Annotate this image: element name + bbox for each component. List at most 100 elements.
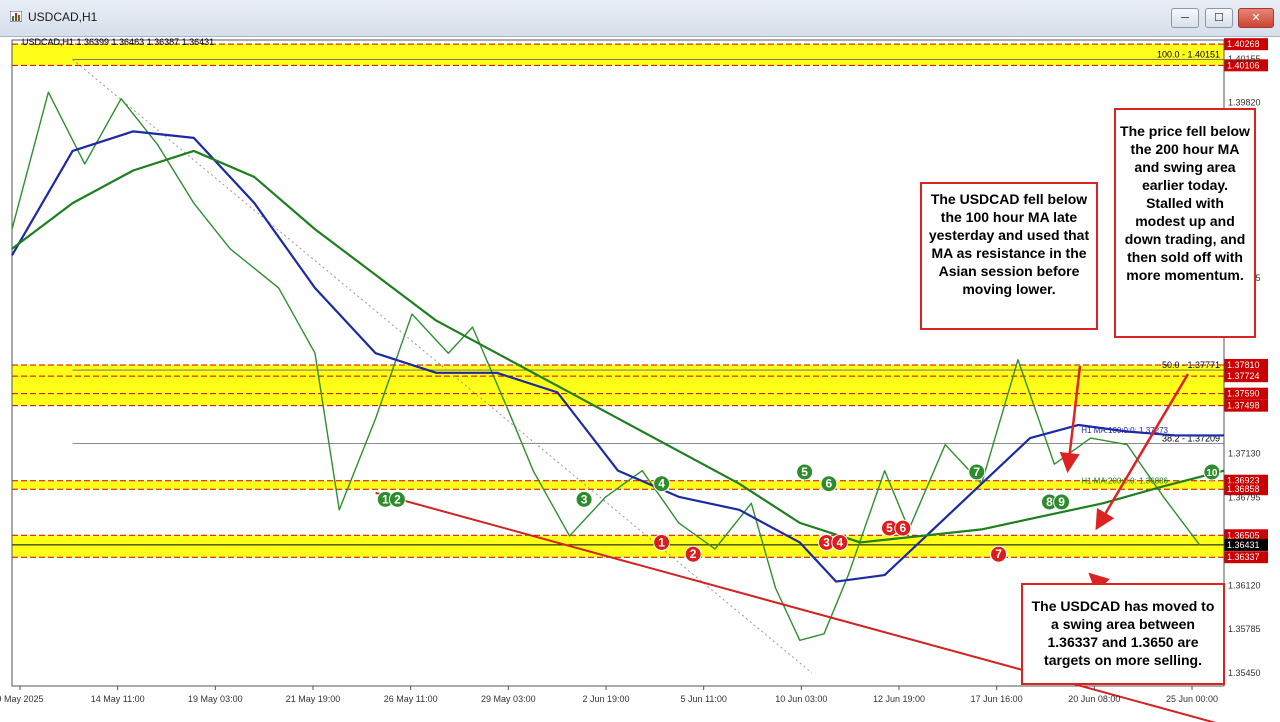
y-tick-label-4: 1.36795 [1228, 492, 1261, 502]
annotation-swing-area: The USDCAD has moved to a swing area bet… [1021, 583, 1225, 685]
swing-zone-2 [12, 364, 1224, 406]
green-marker-label-4: 5 [801, 465, 808, 479]
level-tag-bg-4 [1224, 387, 1268, 400]
x-tick-label-1: 14 May 11:00 [91, 694, 145, 704]
x-tick-label-0: 9 May 2025 [0, 694, 44, 704]
green-marker-circle-4 [796, 463, 814, 481]
x-tick-label-9: 12 Jun 19:00 [873, 694, 925, 704]
chart-grid [11, 39, 1225, 687]
green-marker-label-6: 7 [973, 465, 980, 479]
green-marker-label-9: 10 [1206, 468, 1218, 479]
level-tag-10: 1.36337 [1227, 552, 1260, 562]
annotation-arrow-1 [1095, 373, 1190, 531]
green-marker-circle-9 [1203, 463, 1221, 481]
chart-window-icon [10, 11, 22, 22]
green-marker-label-5: 6 [826, 477, 833, 491]
x-tick-label-7: 5 Jun 11:00 [680, 694, 726, 704]
x-tick-label-5: 29 May 03:00 [481, 694, 536, 704]
series-price [11, 91, 1201, 642]
close-button[interactable]: ✕ [1238, 8, 1274, 28]
x-tick-label-11: 20 Jun 08:00 [1068, 694, 1120, 704]
level-tag-bg-10 [1224, 551, 1268, 564]
fib-diagonal [72, 59, 813, 674]
x-tick-label-2: 19 May 03:00 [188, 694, 243, 704]
y-tick-label-3: 1.37130 [1228, 449, 1261, 459]
x-tick-label-3: 21 May 19:00 [286, 694, 341, 704]
level-tag-1: 1.40106 [1227, 60, 1260, 70]
level-tag-8: 1.36505 [1227, 530, 1260, 540]
green-marker-circle-6 [968, 463, 986, 481]
level-tag-6: 1.36923 [1227, 476, 1260, 486]
red-marker-circle-1 [684, 545, 702, 563]
red-marker-label-0: 1 [658, 535, 665, 549]
y-tick-label-7: 1.35450 [1228, 668, 1261, 678]
fib-label-2: 38.2 - 1.37209 [1162, 433, 1220, 443]
green-marker-label-7: 8 [1046, 495, 1053, 509]
green-marker-label-2: 3 [581, 492, 588, 506]
y-tick-label-5: 1.36120 [1228, 581, 1261, 591]
green-marker-circle-1 [388, 490, 406, 508]
x-tick-label-8: 10 Jun 03:00 [775, 694, 827, 704]
y-tick-label-1: 1.39820 [1228, 98, 1261, 108]
level-tag-3: 1.37724 [1227, 371, 1260, 381]
swing-zone-3 [12, 480, 1224, 490]
green-marker-label-3: 4 [658, 477, 665, 491]
red-marker-label-5: 6 [899, 521, 906, 535]
green-marker-circle-8 [1053, 493, 1071, 511]
level-tag-bg-9 [1224, 538, 1268, 551]
trendlines [375, 491, 1217, 722]
window-titlebar: USDCAD,H1 ─ ☐ ✕ [0, 0, 1280, 37]
level-tag-9: 1.36431 [1227, 540, 1260, 550]
green-marker-label-1: 2 [394, 492, 401, 506]
window-title: USDCAD,H1 [28, 10, 98, 24]
level-tag-bg-7 [1224, 483, 1268, 496]
level-tag-bg-8 [1224, 529, 1268, 542]
level-tag-bg-1 [1224, 59, 1268, 72]
x-tick-label-12: 25 Jun 00:00 [1166, 694, 1218, 704]
annotation-arrow-0 [1059, 365, 1082, 473]
series-100-hour-ma [11, 130, 1224, 583]
swing-zone-4 [12, 535, 1224, 558]
series-200-hour-ma [11, 149, 1225, 544]
level-tag-bg-2 [1224, 358, 1268, 371]
minimize-button[interactable]: ─ [1171, 8, 1199, 28]
chart-series [11, 91, 1225, 642]
red-marker-label-2: 3 [823, 535, 830, 549]
symbol-header: USDCAD,H1 1.36399 1.36463 1.36387 1.3643… [22, 37, 214, 47]
red-marker-circle-0 [653, 533, 671, 551]
green-marker-circle-3 [653, 475, 671, 493]
y-tick-label-0: 1.40155 [1228, 54, 1261, 64]
fib-label-0: 100.0 - 1.40151 [1157, 49, 1220, 59]
maximize-button[interactable]: ☐ [1205, 8, 1233, 28]
plot-frame [11, 39, 1225, 687]
red-marker-label-1: 2 [690, 547, 697, 561]
swing-zone-1 [12, 44, 1224, 66]
x-tick-label-4: 26 May 11:00 [384, 694, 438, 704]
lower-trendline [375, 491, 1217, 722]
x-tick-label-10: 17 Jun 16:00 [971, 694, 1023, 704]
annotation-200ma: The price fell below the 200 hour MA and… [1114, 108, 1256, 338]
x-tick-label-6: 2 Jun 19:00 [582, 694, 629, 704]
level-tag-5: 1.37498 [1227, 401, 1260, 411]
red-marker-label-6: 7 [995, 547, 1002, 561]
red-marker-circle-6 [990, 545, 1008, 563]
y-tick-label-6: 1.35785 [1228, 624, 1261, 634]
red-marker-label-3: 4 [836, 535, 843, 549]
red-marker-circle-5 [894, 519, 912, 537]
green-marker-label-8: 9 [1058, 495, 1065, 509]
level-tag-0: 1.40268 [1227, 39, 1260, 49]
green-marker-circle-5 [820, 475, 838, 493]
level-tag-bg-0 [1224, 38, 1268, 51]
fib-label-1: 50.0 - 1.37771 [1162, 360, 1220, 370]
level-tag-2: 1.37810 [1227, 360, 1260, 370]
level-tag-bg-5 [1224, 399, 1268, 412]
red-marker-circle-3 [831, 533, 849, 551]
red-marker-label-4: 5 [886, 521, 893, 535]
level-tag-4: 1.37590 [1227, 389, 1260, 399]
level-tag-bg-3 [1224, 370, 1268, 383]
green-marker-circle-2 [575, 490, 593, 508]
level-tag-7: 1.36858 [1227, 484, 1260, 494]
